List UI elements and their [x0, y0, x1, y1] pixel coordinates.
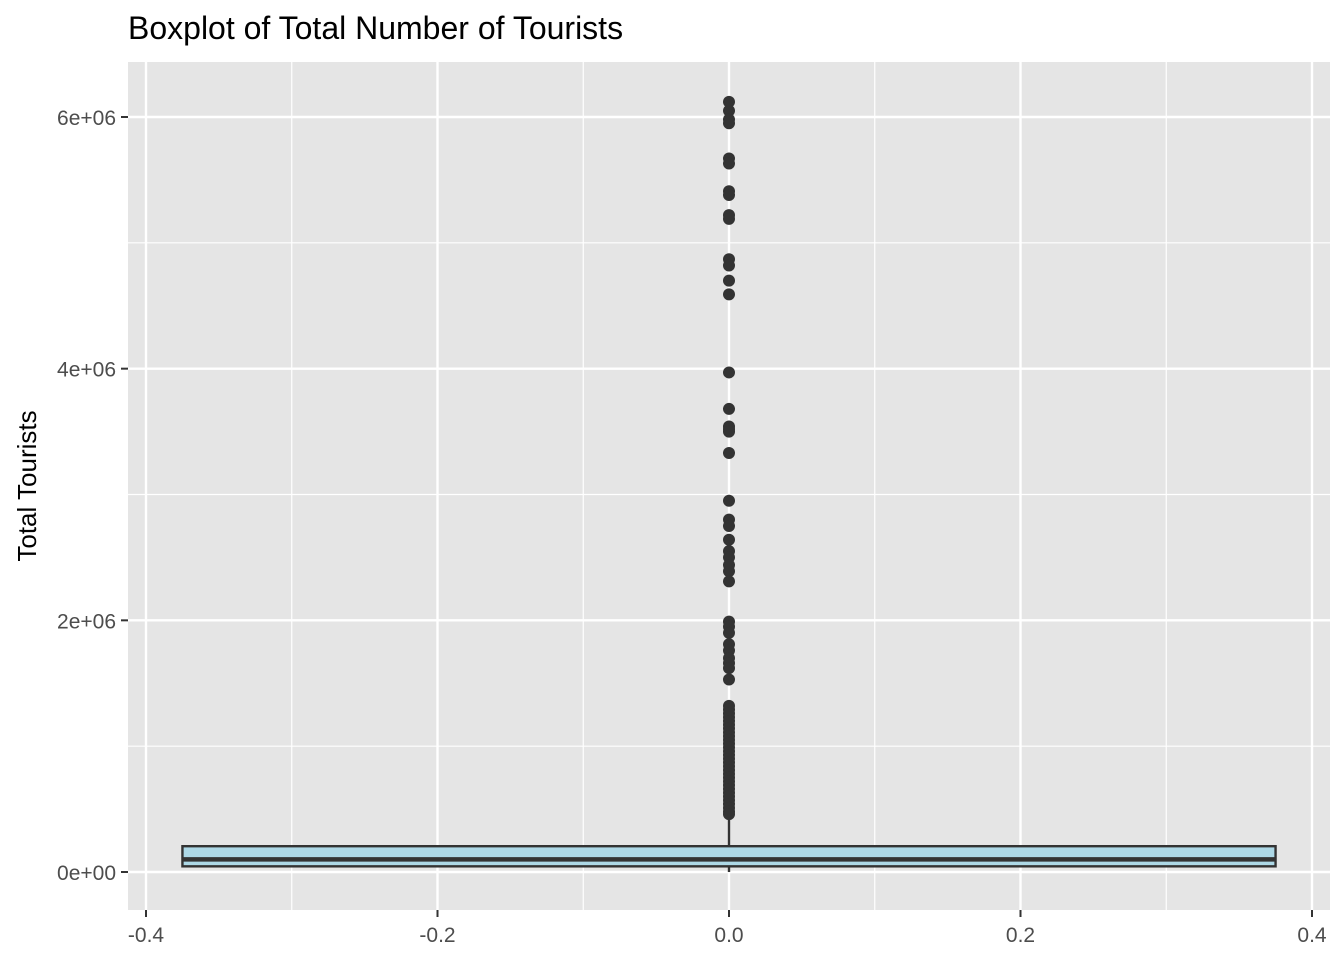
outlier-point — [723, 157, 735, 170]
outlier-point — [723, 288, 735, 301]
outlier-point — [723, 366, 735, 379]
x-tick-label: 0.0 — [714, 924, 743, 947]
box-iqr — [181, 845, 1277, 868]
outlier-point — [723, 673, 735, 686]
y-axis-label: Total Tourists — [12, 410, 42, 561]
outlier-point — [723, 662, 735, 675]
outlier-points — [723, 95, 735, 821]
outlier-point — [723, 274, 735, 287]
outlier-point — [723, 95, 735, 108]
y-tick-label: 0e+00 — [57, 862, 116, 885]
x-tick-label: 0.2 — [1006, 924, 1035, 947]
outlier-point — [723, 425, 735, 438]
y-tick-label: 2e+06 — [57, 610, 116, 633]
axes: -0.4 -0.2 0.0 0.2 0.4 0e+00 2e+06 4e+06 6e+06 — [57, 107, 1327, 947]
outlier-point — [723, 402, 735, 415]
outlier-point — [723, 808, 735, 821]
outlier-point — [723, 575, 735, 588]
outlier-point — [723, 446, 735, 459]
outlier-point — [723, 104, 735, 117]
x-tick-label: -0.4 — [128, 924, 165, 947]
y-tick-label: 4e+06 — [57, 359, 116, 382]
box-group — [181, 815, 1277, 872]
outlier-point — [723, 494, 735, 507]
x-tick-label: -0.2 — [419, 924, 455, 947]
outlier-point — [723, 626, 735, 639]
outlier-point — [723, 519, 735, 532]
x-tick-label: 0.4 — [1297, 924, 1327, 947]
outlier-point — [723, 117, 735, 130]
y-tick-label: 6e+06 — [57, 107, 116, 130]
chart-title: Boxplot of Total Number of Tourists — [128, 10, 623, 46]
outlier-point — [723, 212, 735, 225]
outlier-point — [723, 189, 735, 202]
outlier-point — [723, 565, 735, 578]
outlier-point — [723, 533, 735, 546]
outlier-point — [723, 259, 735, 272]
